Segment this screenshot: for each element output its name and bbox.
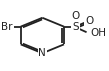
Text: N: N — [38, 48, 46, 58]
Text: S: S — [72, 22, 79, 32]
Text: O: O — [71, 11, 80, 21]
Text: O: O — [85, 16, 93, 26]
Text: Br: Br — [1, 22, 13, 32]
Text: OH: OH — [90, 28, 106, 38]
